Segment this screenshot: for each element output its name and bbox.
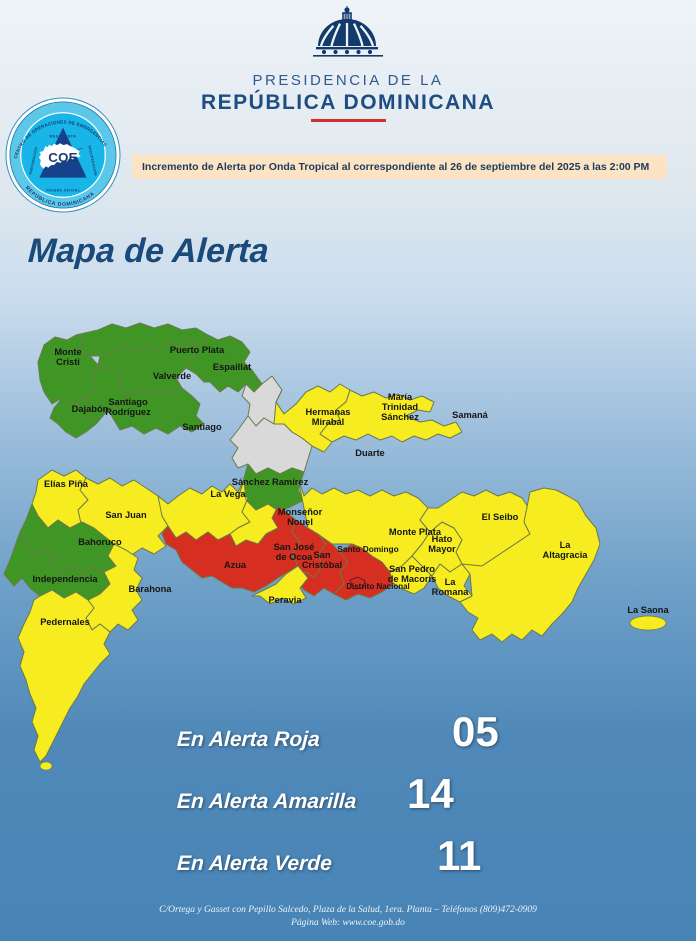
svg-text:Monseñor: Monseñor	[278, 507, 323, 517]
svg-text:Bahoruco: Bahoruco	[78, 537, 122, 547]
svg-text:Hato: Hato	[432, 534, 453, 544]
svg-text:María: María	[388, 392, 413, 402]
svg-text:Cristóbal: Cristóbal	[302, 560, 342, 570]
svg-text:Nouel: Nouel	[287, 517, 313, 527]
svg-text:El Seibo: El Seibo	[482, 512, 519, 522]
svg-text:La Vega: La Vega	[210, 489, 246, 499]
svg-text:La: La	[445, 577, 457, 587]
svg-text:San Juan: San Juan	[105, 510, 147, 520]
svg-text:Monte: Monte	[54, 347, 81, 357]
svg-text:Barahona: Barahona	[129, 584, 173, 594]
svg-text:Duarte: Duarte	[355, 448, 384, 458]
svg-text:Santiago: Santiago	[108, 397, 148, 407]
svg-text:Elías Piña: Elías Piña	[44, 479, 89, 489]
svg-text:Valverde: Valverde	[153, 371, 191, 381]
svg-text:Espaillat: Espaillat	[213, 362, 251, 372]
svg-text:Romana: Romana	[432, 587, 470, 597]
svg-text:La Saona: La Saona	[627, 605, 669, 615]
svg-text:Peravia: Peravia	[268, 595, 302, 605]
svg-text:Dajabón: Dajabón	[72, 404, 109, 414]
svg-text:Sánchez: Sánchez	[381, 412, 419, 422]
svg-text:San: San	[313, 550, 330, 560]
svg-text:Santiago: Santiago	[182, 422, 222, 432]
svg-text:Hermanas: Hermanas	[306, 407, 351, 417]
svg-text:Altagracia: Altagracia	[543, 550, 589, 560]
svg-text:San José: San José	[274, 542, 315, 552]
svg-text:de Macorís: de Macorís	[388, 574, 437, 584]
svg-text:Independencia: Independencia	[32, 574, 98, 584]
svg-text:Sánchez Ramírez: Sánchez Ramírez	[232, 477, 309, 487]
svg-text:Mirabal: Mirabal	[312, 417, 345, 427]
svg-text:La: La	[560, 540, 572, 550]
svg-text:Samaná: Samaná	[452, 410, 488, 420]
svg-text:Mayor: Mayor	[428, 544, 456, 554]
svg-text:Rodríguez: Rodríguez	[105, 407, 151, 417]
svg-text:Pedernales: Pedernales	[40, 617, 90, 627]
svg-text:San Pedro: San Pedro	[389, 564, 435, 574]
svg-text:Santo Domingo: Santo Domingo	[337, 544, 398, 554]
svg-text:Azua: Azua	[224, 560, 247, 570]
svg-text:Puerto Plata: Puerto Plata	[170, 345, 225, 355]
svg-text:Cristi: Cristi	[56, 357, 80, 367]
svg-text:Trinidad: Trinidad	[382, 402, 418, 412]
